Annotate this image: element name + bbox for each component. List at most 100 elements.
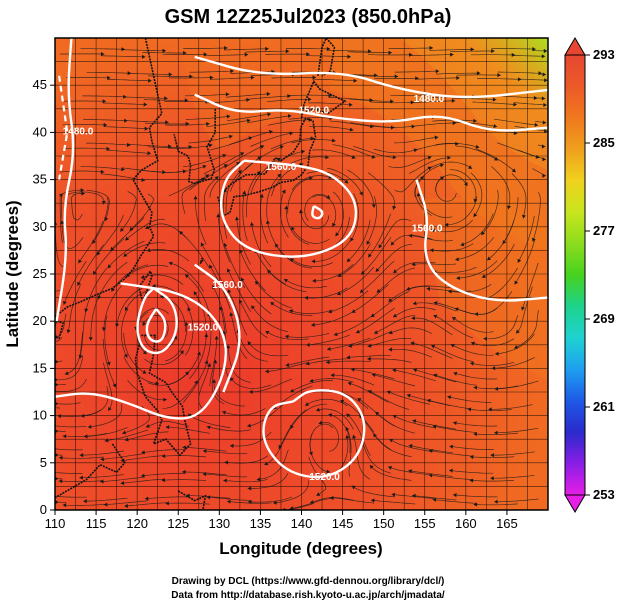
- streamline-arrow: [392, 155, 397, 160]
- streamline: [120, 478, 165, 484]
- streamline-arrow: [330, 373, 335, 378]
- streamline: [58, 430, 66, 433]
- streamline-arrow: [226, 344, 231, 349]
- streamline-arrow: [247, 486, 252, 491]
- streamline-arrow: [371, 154, 376, 159]
- streamline: [184, 93, 230, 97]
- streamline-arrow: [193, 195, 198, 200]
- streamline-arrow: [102, 99, 107, 104]
- streamline-arrow: [451, 98, 456, 103]
- streamline: [209, 335, 218, 387]
- streamline-arrow: [344, 179, 349, 184]
- streamline-arrow: [392, 368, 397, 373]
- streamline: [481, 244, 515, 278]
- streamline: [127, 379, 167, 401]
- streamline-arrow: [246, 118, 251, 123]
- streamline: [502, 197, 519, 245]
- streamline: [270, 137, 315, 150]
- streamline: [427, 399, 471, 410]
- streamline-arrow: [474, 312, 479, 317]
- x-tick-label: 120: [126, 516, 148, 531]
- streamline-arrow: [511, 168, 516, 173]
- streamline: [409, 54, 454, 56]
- streamline-arrow: [531, 237, 536, 242]
- streamline-arrow: [84, 434, 88, 439]
- streamline: [102, 102, 148, 105]
- streamline-arrow: [123, 253, 128, 257]
- y-tick-label: 25: [33, 266, 47, 281]
- streamline: [290, 403, 327, 429]
- streamline-arrow: [435, 69, 440, 74]
- streamline: [123, 356, 160, 385]
- streamline: [56, 289, 61, 292]
- streamline: [57, 313, 67, 337]
- streamline-arrow: [62, 503, 67, 508]
- streamline: [432, 499, 477, 504]
- streamline: [455, 145, 499, 161]
- streamline: [268, 119, 313, 126]
- streamline-arrow: [470, 47, 475, 52]
- y-tick-label: 30: [33, 219, 47, 234]
- streamline: [103, 500, 149, 506]
- streamline: [386, 390, 430, 405]
- streamline-arrow: [541, 144, 546, 149]
- contour-line: [311, 204, 324, 220]
- streamline: [428, 450, 474, 457]
- streamline: [204, 176, 219, 222]
- streamline-arrow: [318, 420, 323, 425]
- streamline: [274, 243, 313, 269]
- streamline: [488, 404, 533, 410]
- streamline-arrow: [420, 176, 424, 180]
- streamline: [56, 448, 83, 451]
- streamline: [92, 238, 125, 275]
- contour-line: [219, 159, 358, 258]
- streamline-arrow: [473, 502, 478, 507]
- streamline-arrow: [543, 103, 547, 108]
- streamline: [392, 307, 436, 318]
- streamline-arrow: [361, 270, 365, 275]
- streamline: [532, 192, 541, 242]
- streamline-arrow: [120, 227, 125, 232]
- x-tick-label: 140: [291, 516, 313, 531]
- streamline: [58, 402, 81, 405]
- streamline: [327, 337, 371, 350]
- streamline-arrow: [450, 52, 454, 57]
- streamline: [491, 166, 511, 210]
- streamline-arrow: [427, 155, 432, 160]
- streamline-arrow: [124, 437, 129, 442]
- streamline: [107, 79, 152, 82]
- streamline-arrow: [206, 495, 211, 500]
- streamline: [184, 274, 211, 316]
- streamline-arrow: [326, 469, 331, 474]
- streamline: [165, 426, 210, 434]
- streamline-arrow: [488, 407, 492, 412]
- streamline-arrow: [325, 155, 329, 160]
- streamline: [435, 142, 480, 149]
- streamline-arrow: [483, 336, 487, 341]
- streamline: [490, 475, 535, 479]
- streamline: [83, 119, 128, 122]
- streamline: [328, 97, 374, 101]
- streamline: [92, 197, 109, 244]
- streamline: [203, 152, 245, 175]
- streamline-arrow: [147, 151, 151, 156]
- streamline-arrow: [308, 117, 313, 122]
- contour-label: 1480.0: [414, 94, 445, 105]
- streamline-arrow: [267, 112, 271, 117]
- streamline: [251, 305, 289, 333]
- streamline-arrow: [473, 385, 478, 390]
- streamline-arrow: [455, 141, 459, 146]
- streamline: [61, 189, 85, 220]
- streamline: [168, 262, 205, 292]
- streamline-arrow: [542, 157, 546, 162]
- streamline-arrow: [100, 169, 105, 174]
- streamline-arrow: [216, 213, 221, 218]
- streamline: [144, 496, 190, 500]
- streamline: [447, 396, 492, 403]
- streamline: [450, 343, 494, 356]
- streamline: [246, 170, 261, 218]
- y-tick-label: 40: [33, 124, 47, 139]
- streamline-arrow: [502, 240, 507, 245]
- contour-line: [194, 55, 548, 99]
- streamline-arrow: [80, 413, 85, 418]
